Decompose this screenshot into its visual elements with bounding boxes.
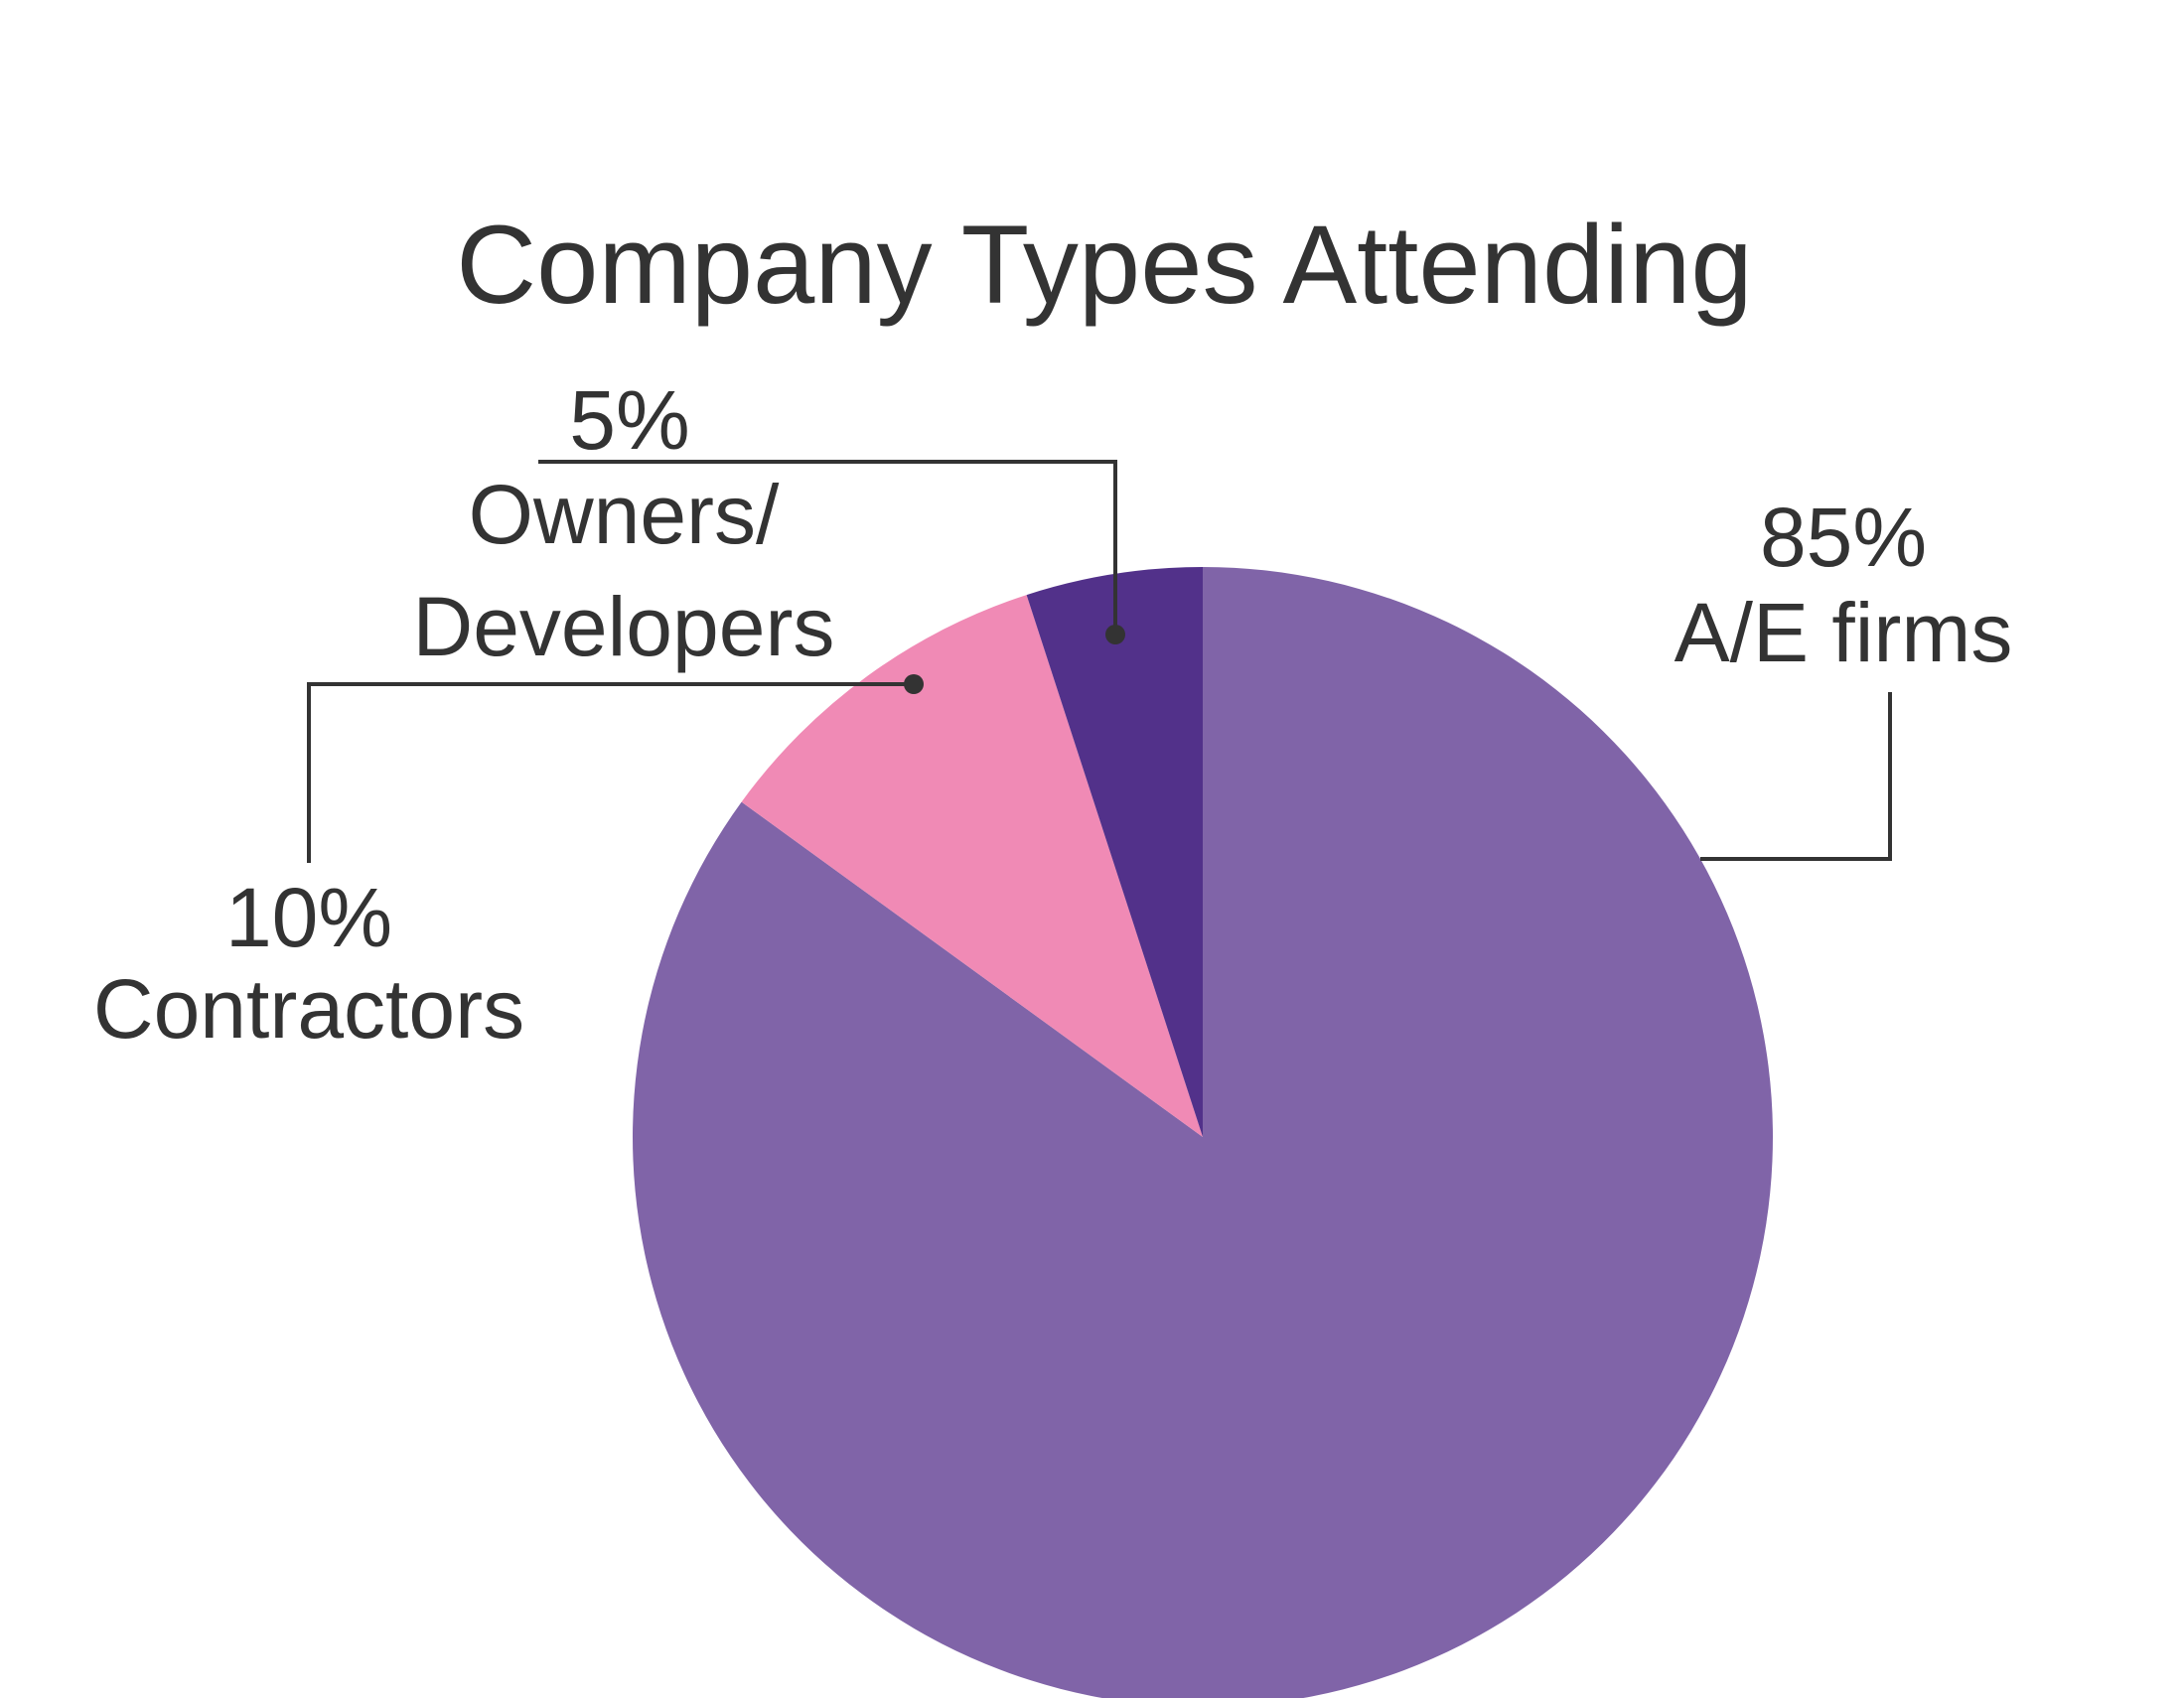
leader-lines (307, 460, 1892, 863)
pie-slice-owners (1026, 567, 1203, 1137)
leader-line-contractors (307, 682, 914, 863)
slice-label-owners-line2: Developers (413, 580, 835, 673)
leader-line-ae (1700, 692, 1892, 861)
leader-dot-owners (1105, 625, 1125, 644)
slice-label-ae: A/E firms (1674, 586, 2013, 679)
chart-title: Company Types Attending (456, 203, 1752, 327)
slice-value-contractors: 10% (225, 871, 392, 964)
leader-line-owners (538, 460, 1117, 635)
slice-value-owners: 5% (569, 373, 689, 467)
pie-slice-ae (633, 567, 1773, 1698)
slice-value-ae: 85% (1760, 491, 1927, 584)
slice-label-contractors: Contractors (93, 962, 524, 1056)
pie-slices (633, 567, 1773, 1698)
slice-label-owners-line1: Owners/ (469, 468, 780, 561)
pie-slice-contractors (741, 595, 1203, 1137)
leader-dot-contractors (904, 674, 924, 694)
